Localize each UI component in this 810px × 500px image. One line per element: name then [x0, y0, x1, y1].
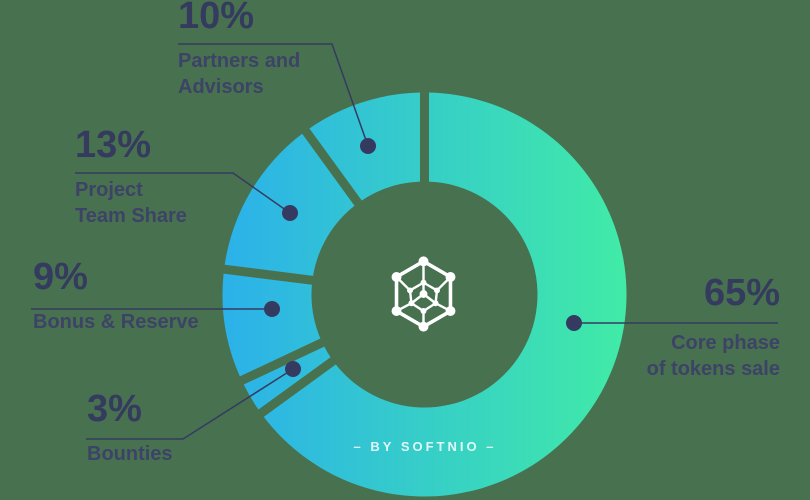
donut-segment-bounties: [243, 346, 331, 410]
connector-dot-bounties: [285, 361, 301, 377]
donut-segment-bonus-reserve: [222, 273, 321, 377]
connector-dot-partners-advisors: [360, 138, 376, 154]
callout-core-phase-label: Core phase of tokens sale: [646, 332, 780, 380]
callout-bonus-reserve: 9% Bonus & Reserve: [33, 257, 199, 335]
callout-bounties-label: Bounties: [87, 443, 173, 465]
connector-dot-core-phase: [566, 315, 582, 331]
donut-segment-project-team-share: [224, 133, 355, 276]
connector-line-bounties: [86, 368, 294, 440]
callout-partners-advisors: 10% Partners and Advisors: [178, 0, 300, 100]
callout-partners-advisors-value: 10%: [178, 0, 255, 37]
callout-project-team-value: 13%: [75, 124, 152, 166]
connector-line-partners-advisors: [178, 43, 369, 147]
callout-bonus-reserve-label: Bonus & Reserve: [33, 311, 199, 333]
callout-project-team: 13% Project Team Share: [75, 125, 187, 229]
donut-segment-core-phase-of-tokens-sale: [263, 92, 627, 497]
hexagon-network-logo-icon: [391, 256, 456, 332]
softnio-watermark: – BY SOFTNIO –: [353, 439, 497, 454]
callout-core-phase-value: 65%: [703, 272, 780, 314]
connector-dot-bonus-reserve: [264, 301, 280, 317]
connector-line-project-team: [75, 172, 291, 214]
callout-connectors: [31, 43, 778, 440]
donut-segments: [222, 92, 627, 497]
callout-core-phase: 65% Core phase of tokens sale: [647, 273, 780, 382]
callout-partners-advisors-label: Partners and Advisors: [178, 50, 301, 98]
connector-dot-project-team: [282, 205, 298, 221]
callout-bounties: 3% Bounties: [87, 389, 173, 467]
callout-project-team-label: Project Team Share: [75, 179, 187, 227]
callout-bonus-reserve-value: 9%: [33, 256, 88, 298]
callout-bounties-value: 3%: [87, 388, 142, 430]
